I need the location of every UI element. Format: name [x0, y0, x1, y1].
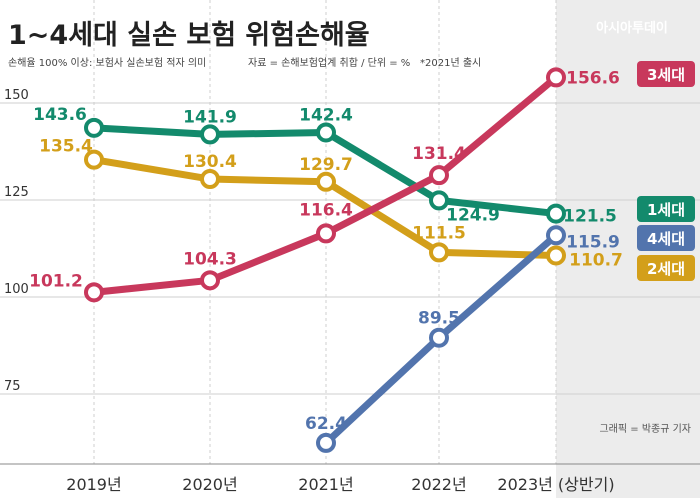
data-point: [316, 171, 336, 192]
legend-badge: [637, 225, 695, 251]
data-label: 141.9: [183, 107, 237, 127]
data-label: 89.5: [418, 309, 460, 329]
legend-badge: [637, 255, 695, 281]
data-point: [84, 149, 104, 170]
source-note: 자료 = 손해보험업계 취합 / 단위 = %: [248, 56, 410, 69]
data-label: 135.4: [39, 137, 93, 157]
data-point: [546, 245, 566, 266]
y-tick-label: 100: [4, 282, 29, 297]
data-point: [84, 282, 104, 303]
data-point: [429, 242, 449, 263]
data-label: 124.9: [446, 205, 500, 225]
data-label: 130.4: [183, 152, 237, 172]
data-label: 142.4: [299, 105, 353, 125]
data-point: [546, 225, 566, 246]
launch-note: *2021년 출시: [420, 57, 481, 69]
data-point: [429, 327, 449, 348]
legend-label: 1세대: [647, 201, 685, 219]
data-point: [429, 165, 449, 186]
chart-subtitle: 손해율 100% 이상: 보험사 실손보험 적자 의미: [8, 56, 206, 69]
data-label: 131.4: [412, 144, 466, 164]
brand-label: 아시아투데이: [596, 20, 668, 36]
data-point: [316, 122, 336, 143]
x-tick-label: 2023년 (상반기): [497, 475, 614, 494]
data-point: [316, 223, 336, 244]
legend-badge: [637, 196, 695, 222]
data-label: 156.6: [566, 68, 620, 88]
data-label: 62.4: [305, 414, 347, 434]
y-tick-label: 75: [4, 379, 21, 394]
data-label: 115.9: [566, 232, 620, 252]
x-tick-label: 2021년: [298, 475, 353, 494]
x-tick-label: 2020년: [182, 475, 237, 494]
data-point: [316, 432, 336, 453]
data-label: 116.4: [299, 200, 353, 220]
data-label: 104.3: [183, 249, 237, 269]
data-point: [429, 190, 449, 211]
legend-label: 2세대: [647, 260, 685, 278]
data-point: [84, 117, 104, 138]
credit-label: 그래픽 = 박종규 기자: [599, 423, 691, 435]
x-tick-label: 2019년: [66, 475, 121, 494]
legend-badge: [637, 61, 695, 87]
data-label: 110.7: [569, 250, 623, 270]
data-label: 111.5: [412, 223, 466, 243]
data-label: 121.5: [563, 207, 617, 227]
data-point: [546, 203, 566, 224]
data-point: [546, 67, 566, 88]
legend-label: 3세대: [647, 66, 685, 84]
data-point: [200, 270, 220, 291]
data-label: 143.6: [33, 105, 87, 125]
chart-title: 1~4세대 실손 보험 위험손해율: [8, 20, 370, 51]
data-label: 101.2: [29, 271, 83, 291]
data-point: [200, 169, 220, 190]
y-tick-label: 125: [4, 185, 29, 200]
data-label: 129.7: [299, 155, 353, 175]
x-tick-label: 2022년: [411, 475, 466, 494]
data-point: [200, 124, 220, 145]
y-tick-label: 150: [4, 88, 29, 103]
legend-label: 4세대: [647, 230, 685, 248]
